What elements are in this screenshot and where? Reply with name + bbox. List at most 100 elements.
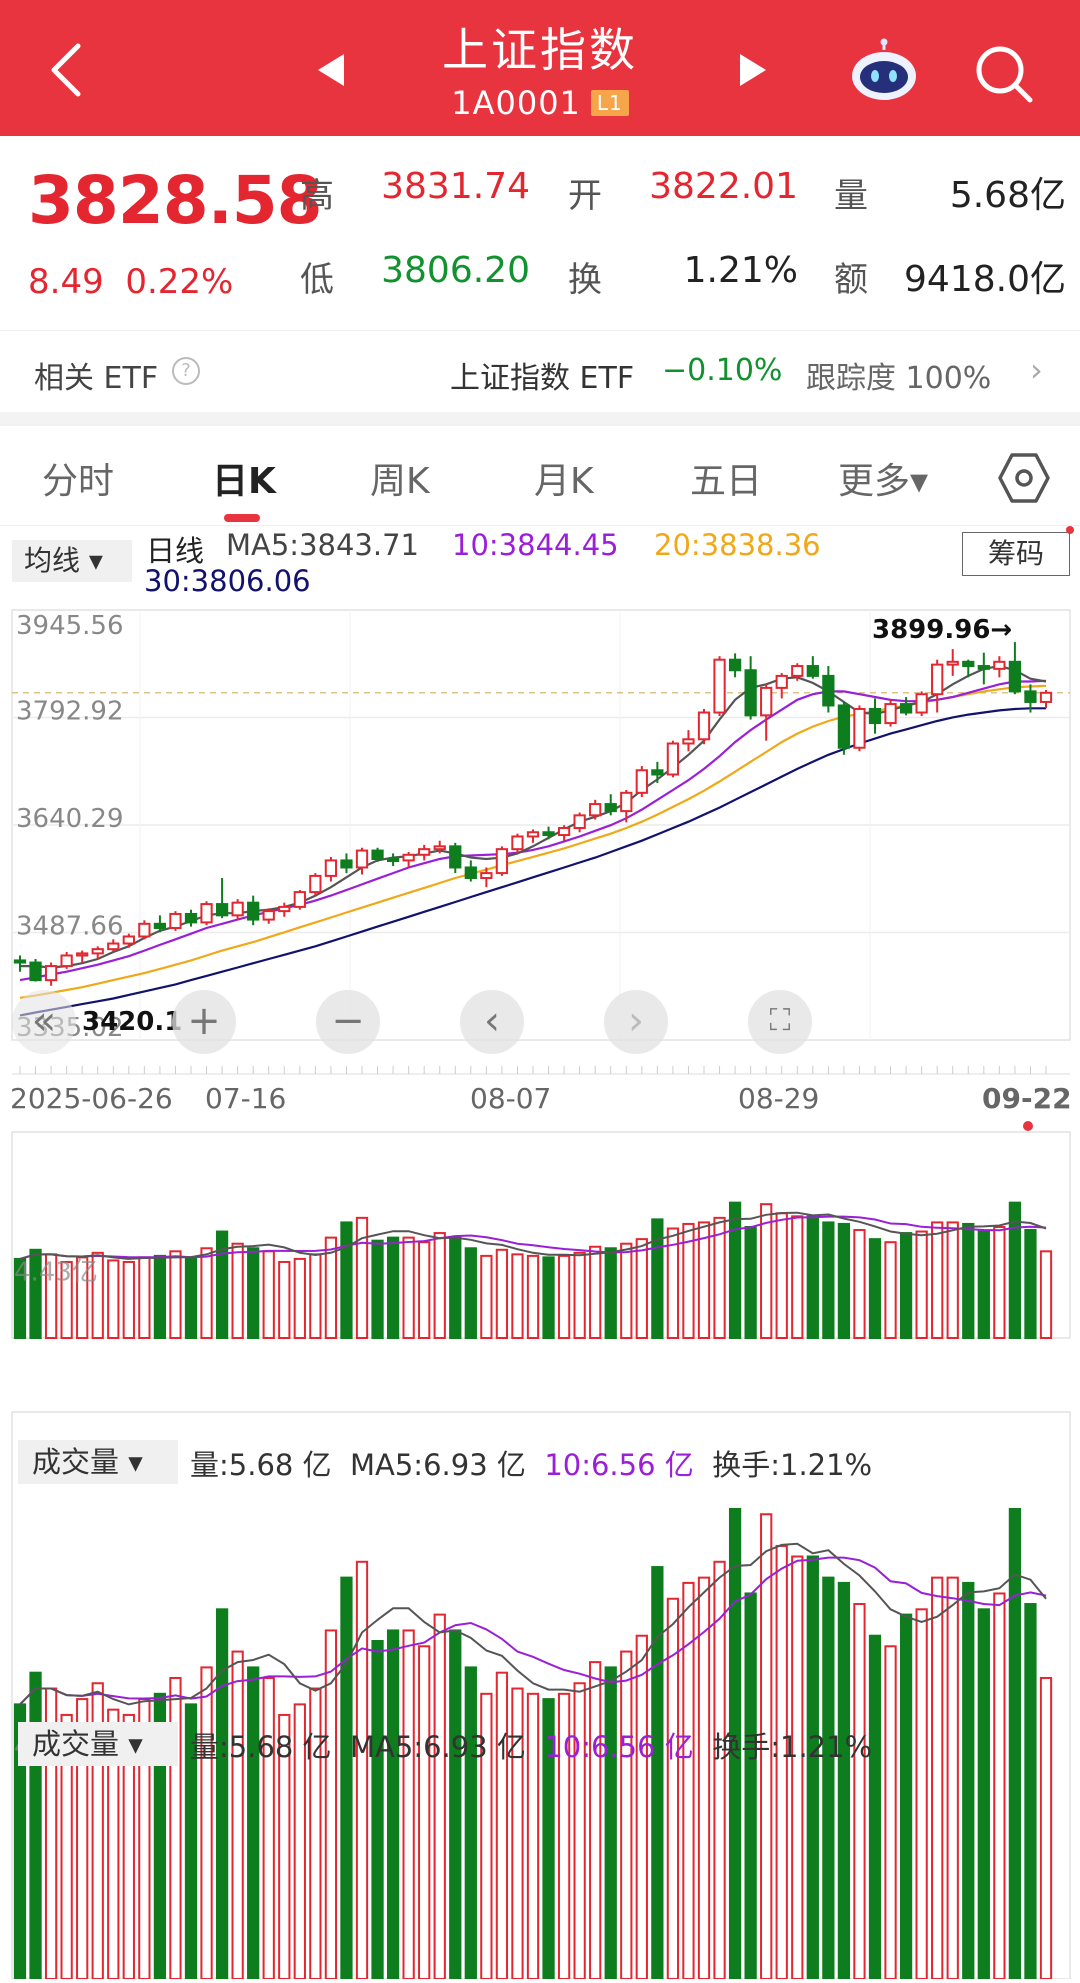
candle-down <box>247 901 260 921</box>
volume-bar-up <box>418 1645 431 1980</box>
price-grid <box>11 609 1071 1041</box>
zoom-in-button[interactable]: + <box>172 990 236 1054</box>
volume-bar-up <box>946 1576 959 1980</box>
volume-panel-2-selector[interactable]: 成交量 ▾ <box>18 1722 178 1766</box>
help-icon[interactable]: ? <box>172 357 200 385</box>
zoom-out-button[interactable]: − <box>316 990 380 1054</box>
volume-bar-down <box>868 1634 882 1980</box>
candle-up <box>480 872 493 880</box>
volume-bar-up <box>713 1560 726 1980</box>
current-date-dot <box>1023 1121 1033 1131</box>
volume-ma5: MA5:6.93 亿 <box>350 1730 526 1764</box>
candle-up <box>324 859 338 877</box>
volume-bar-down <box>464 1247 477 1339</box>
change-value: 8.49 <box>28 262 104 302</box>
candle-up <box>620 791 633 813</box>
volume-bar-up <box>138 1256 151 1339</box>
pan-left-button[interactable]: ‹ <box>460 990 524 1054</box>
volume-bar-up <box>418 1241 431 1339</box>
volume-bar-down <box>542 1256 555 1339</box>
volume-bar-up <box>573 1251 586 1339</box>
settings-hexagon-icon[interactable] <box>996 450 1052 506</box>
high-annotation: 3899.96→ <box>872 615 1012 645</box>
candle-up <box>713 658 726 714</box>
volume-bar-up <box>433 1613 446 1980</box>
volume-bar-down <box>1024 1229 1037 1339</box>
volume-bar-down <box>977 1608 990 1980</box>
back-arrow-icon[interactable] <box>42 40 92 100</box>
search-icon[interactable] <box>972 42 1034 104</box>
volume-bar-down <box>184 1257 198 1340</box>
volume-bar-down <box>386 1236 400 1339</box>
prev-stock-icon[interactable] <box>316 52 346 88</box>
tab-weekly-k[interactable]: 周K <box>370 461 430 502</box>
volume-bar-up <box>355 1216 369 1340</box>
volume-ma5: MA5:6.93 亿 <box>350 1448 526 1482</box>
date-axis-labels: 2025-06-26 07-16 08-07 08-29 09-22 <box>10 1066 1072 1131</box>
level-badge: L1 <box>590 90 629 116</box>
volume-bar-up <box>480 1254 493 1339</box>
volume-bar-up <box>231 1650 244 1980</box>
candle-up <box>1039 691 1053 703</box>
turnover-value: 1.21% <box>683 250 798 291</box>
fullscreen-icon[interactable]: ⛶ <box>748 990 812 1054</box>
volume-value: 5.68亿 <box>949 175 1066 216</box>
volume-bar-up <box>682 1222 695 1339</box>
ma-selector-dropdown[interactable]: 均线 ▾ <box>12 540 132 582</box>
volume-bar-up <box>589 1661 602 1980</box>
volume-bar-up <box>760 1203 773 1340</box>
candle-up <box>278 905 291 913</box>
ma5-value: MA5:3843.71 <box>226 528 420 562</box>
candle-down <box>822 674 835 707</box>
tab-five-day[interactable]: 五日 <box>690 461 763 502</box>
header-bar: 上证指数 1A0001 L1 <box>0 0 1080 136</box>
volume-panel-1-selector[interactable]: 成交量 ▾ <box>18 1440 178 1484</box>
candle-up <box>107 942 120 951</box>
pan-right-button[interactable]: › <box>604 990 668 1054</box>
volume-value: 量:5.68 亿 <box>190 1448 332 1482</box>
volume-bar-down <box>728 1201 742 1339</box>
open-label: 开 <box>568 176 602 216</box>
volume-bar-down <box>340 1576 353 1980</box>
candle-up <box>418 848 431 856</box>
candle-down <box>449 845 462 869</box>
candle-up <box>697 711 711 741</box>
volume-bar-up <box>200 1666 213 1980</box>
candle-down <box>13 959 27 964</box>
volume-bar-up <box>309 1253 322 1340</box>
volume-bar-down <box>1024 1603 1037 1980</box>
volume-bar-down <box>215 1230 229 1340</box>
tab-more[interactable]: 更多▾ <box>838 461 929 502</box>
ai-assistant-icon[interactable] <box>848 38 920 104</box>
tab-intraday[interactable]: 分时 <box>42 461 115 502</box>
volume-bar-up <box>993 1225 1006 1340</box>
volume-bar-up <box>60 1260 73 1339</box>
related-etf-row[interactable]: 相关 ETF ? 上证指数 ETF −0.10% 跟踪度 100% › <box>0 330 1080 412</box>
volume-bar-down <box>899 1232 913 1339</box>
chevron-right-icon[interactable]: › <box>1030 351 1043 389</box>
tab-monthly-k[interactable]: 月K <box>534 461 594 502</box>
next-stock-icon[interactable] <box>738 52 768 88</box>
low-annotation: 3420.1 <box>82 1007 182 1037</box>
candle-up <box>138 922 151 938</box>
chip-distribution-button[interactable]: 筹码 <box>962 532 1070 576</box>
candle-up <box>293 891 306 908</box>
volume-bar-up <box>324 1236 338 1339</box>
volume-bar-up <box>791 1555 804 1980</box>
ma-legend-row: 均线 ▾ 日线 MA5:3843.71 10:3844.45 20:3838.3… <box>0 526 1080 602</box>
volume-bar-down <box>449 1236 462 1339</box>
tab-daily-k[interactable]: 日K <box>212 461 276 502</box>
change-percent: 0.22% <box>125 262 234 302</box>
ma10-value: 10:3844.45 <box>452 528 619 562</box>
candle-down <box>868 707 882 725</box>
candle-up <box>262 910 275 921</box>
scroll-left-icon[interactable]: « <box>12 990 76 1054</box>
candle-up <box>993 660 1006 670</box>
volume-bar-up <box>915 1608 928 1980</box>
volume-value: 量:5.68 亿 <box>190 1730 332 1764</box>
volume-bar-up <box>402 1236 415 1339</box>
volume-bar-up <box>262 1250 275 1339</box>
candle-up <box>231 901 244 917</box>
